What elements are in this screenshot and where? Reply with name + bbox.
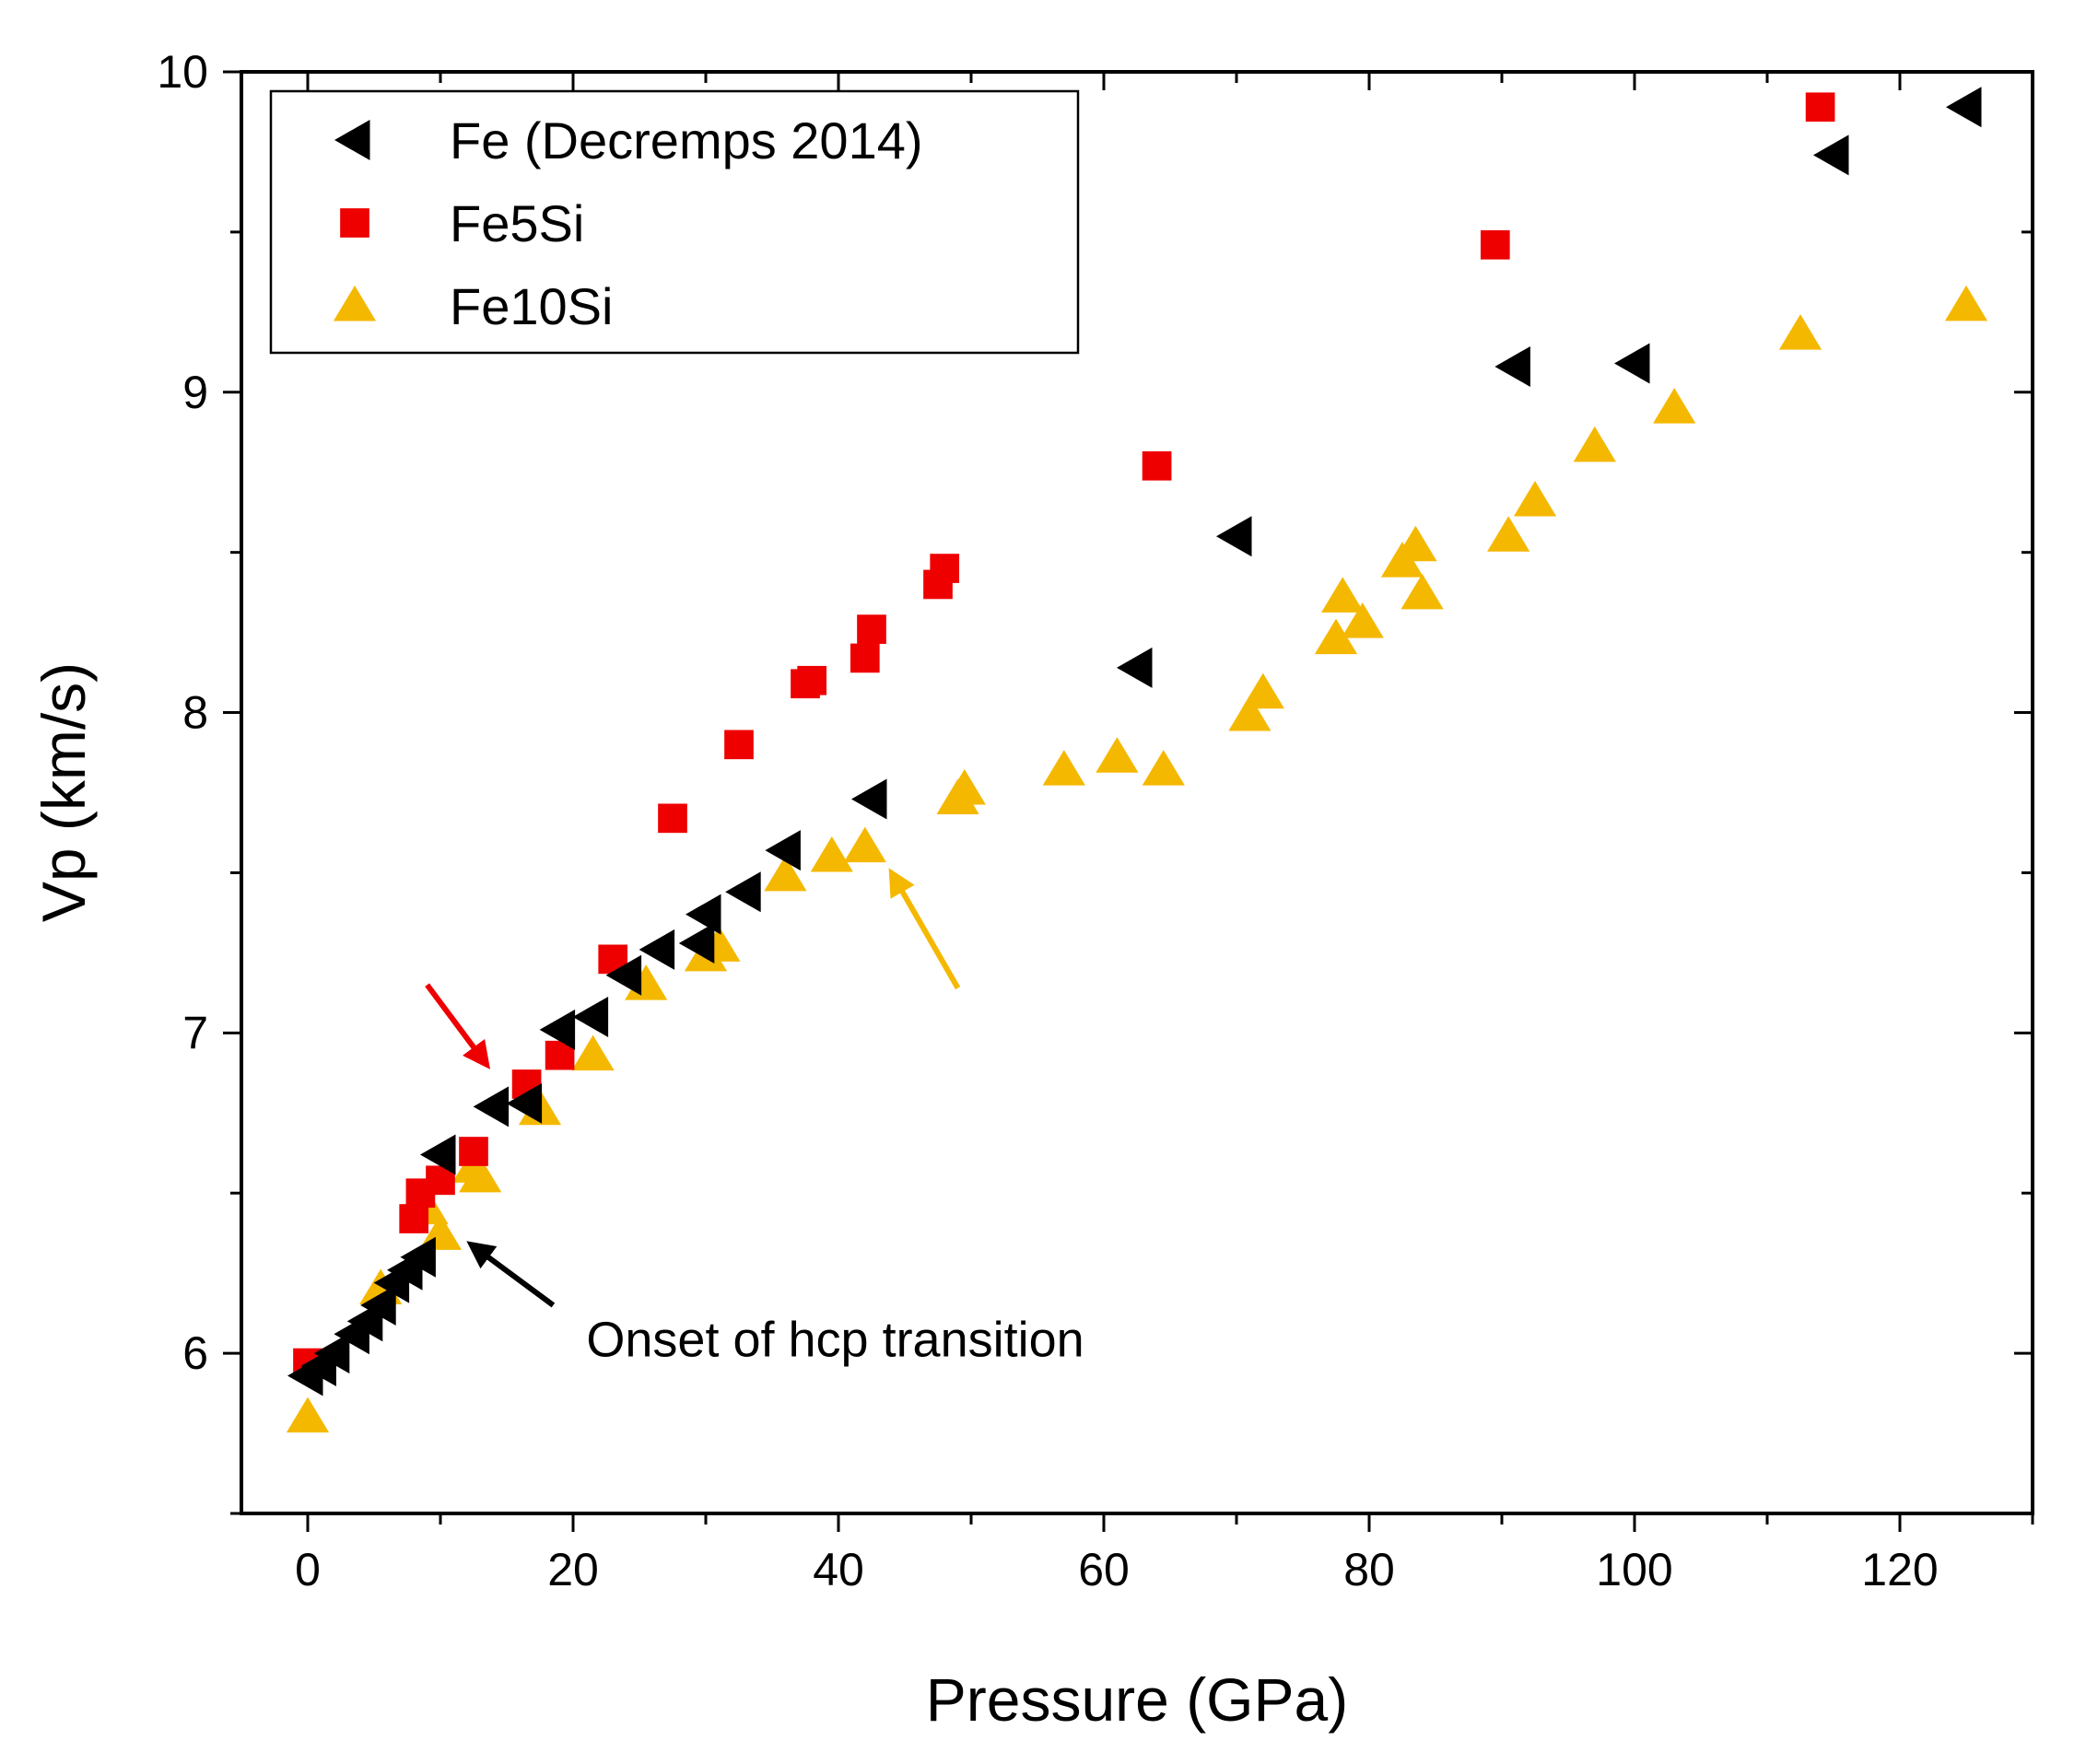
x-tick-label: 60	[1078, 1544, 1130, 1595]
x-tick-label: 0	[295, 1544, 321, 1595]
data-point	[850, 643, 880, 673]
legend: Fe (Decremps 2014) Fe5Si Fe10Si	[269, 89, 1080, 355]
y-tick-label: 10	[157, 46, 208, 98]
data-point	[1494, 345, 1530, 387]
data-point	[1805, 92, 1835, 123]
data-point	[572, 996, 609, 1037]
data-point	[686, 894, 721, 935]
data-point	[1321, 577, 1365, 613]
data-point	[943, 769, 986, 805]
data-point	[1813, 134, 1849, 176]
x-tick-label: 120	[1861, 1544, 1938, 1595]
y-tick-label: 7	[182, 1007, 208, 1058]
data-point	[843, 826, 886, 863]
data-point	[1513, 481, 1557, 517]
x-axis-ticks: 0 20 40 60 80 100 120	[295, 72, 2034, 1595]
x-tick-label: 20	[547, 1544, 599, 1595]
x-tick-label: 40	[813, 1544, 864, 1595]
data-point	[639, 929, 675, 970]
y-tick-label: 6	[182, 1327, 208, 1379]
data-point	[400, 1236, 436, 1278]
annotation-arrow	[888, 868, 961, 990]
data-point	[1487, 516, 1530, 552]
y-tick-label: 8	[182, 687, 208, 739]
data-point	[1341, 602, 1384, 638]
data-point	[286, 1396, 330, 1433]
y-axis-ticks: 6 7 8 9 10	[157, 46, 2033, 1515]
data-point	[1142, 450, 1172, 481]
data-point	[473, 1086, 510, 1127]
data-point	[857, 614, 886, 644]
legend-label: Fe5Si	[450, 194, 584, 252]
series-fe-decremps-2014-	[287, 87, 1982, 1396]
x-tick-label: 80	[1343, 1544, 1395, 1595]
data-point	[1117, 647, 1153, 688]
data-point	[1778, 314, 1822, 350]
data-point	[797, 665, 827, 695]
data-point	[605, 954, 642, 996]
data-point	[1241, 672, 1284, 709]
data-point	[678, 922, 715, 964]
data-point	[539, 1009, 576, 1050]
legend-item: Fe (Decremps 2014)	[334, 111, 923, 169]
data-point	[399, 1204, 429, 1233]
data-point	[724, 730, 754, 760]
annotation-onset-hcp: Onset of hcp transition	[586, 1313, 1084, 1368]
data-point	[1480, 229, 1510, 260]
data-point	[658, 803, 687, 834]
data-point	[420, 1134, 456, 1175]
data-point	[1096, 737, 1139, 773]
data-point	[1614, 343, 1650, 384]
data-point	[459, 1137, 488, 1166]
legend-label: Fe10Si	[450, 277, 613, 335]
x-tick-label: 100	[1596, 1544, 1672, 1595]
plot-frame	[240, 70, 2034, 1515]
legend-marker	[340, 208, 369, 238]
data-point	[1653, 388, 1696, 424]
annotation-arrows	[425, 868, 961, 1308]
data-point	[571, 1034, 615, 1071]
data-point	[1400, 573, 1444, 610]
data-point	[765, 830, 801, 871]
data-point	[313, 1333, 350, 1374]
annotation-arrow	[425, 983, 490, 1069]
legend-label: Fe (Decremps 2014)	[450, 111, 923, 169]
data-point	[764, 855, 807, 892]
legend-item: Fe10Si	[333, 277, 613, 335]
series-fe10si	[286, 285, 1988, 1433]
data-point	[1394, 525, 1437, 562]
data-point	[506, 1082, 543, 1124]
data-point	[1042, 750, 1085, 786]
data-point	[1142, 750, 1185, 786]
data-point	[1946, 87, 1982, 128]
data-point	[851, 778, 887, 820]
x-axis-title: Pressure (GPa)	[926, 1665, 1348, 1734]
data-point	[1944, 285, 1988, 321]
data-point	[459, 1156, 502, 1193]
data-point	[1216, 516, 1252, 557]
legend-item: Fe5Si	[340, 194, 584, 252]
y-axis-title: Vp (km/s)	[29, 662, 98, 922]
legend-box	[269, 89, 1080, 355]
annotation-arrow	[466, 1241, 556, 1308]
data-point	[1314, 618, 1358, 655]
data-point	[360, 1284, 396, 1326]
data-point	[930, 554, 960, 583]
legend-marker	[333, 286, 377, 321]
data-point	[725, 871, 761, 913]
data-points	[286, 87, 1988, 1433]
legend-marker	[334, 120, 370, 160]
data-point	[810, 836, 853, 872]
data-point	[1228, 695, 1272, 731]
data-point	[1573, 426, 1616, 462]
y-tick-label: 9	[182, 367, 208, 418]
